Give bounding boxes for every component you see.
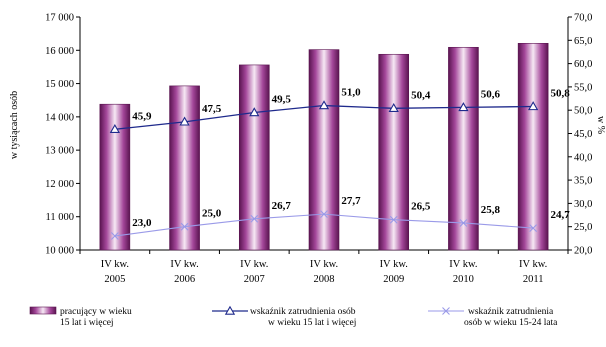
bar xyxy=(169,85,200,251)
data-label-employment-15-24: 24,7 xyxy=(551,209,571,221)
point-employment-15-24 xyxy=(250,214,259,223)
bar xyxy=(448,46,479,251)
legend-label-line-15-24: wskaźnik zatrudnienia osób w wieku 15-24 … xyxy=(464,307,558,328)
legend-label-line-15plus: wskaźnik zatrudnienia osób w wieku 15 lat… xyxy=(250,307,356,328)
y-left-tick-label: 11 000 xyxy=(46,212,75,223)
data-label-employment-15plus: 50,8 xyxy=(551,87,571,99)
y-axis-right-title: w % xyxy=(595,116,606,134)
legend-marker-triangle xyxy=(224,305,236,315)
data-labels: 45,9 47,5 49,5 51,0 50,4 50,6 50,8 23,0 25,0 26,7… xyxy=(132,87,570,229)
line-series xyxy=(109,100,539,240)
y-right-tick-label: 60,0 xyxy=(574,59,592,70)
legend-swatch-bar xyxy=(29,306,57,315)
bar xyxy=(378,53,410,251)
y-left-tick-label: 15 000 xyxy=(45,79,74,90)
bar xyxy=(308,49,340,251)
axes: 10 000 11 000 12 000 13 000 14 000 15 000 16 0… xyxy=(45,13,592,286)
legend: pracujący w wieku 15 lat i więcej wskaźnik… xyxy=(29,305,558,328)
data-label-employment-15plus: 49,5 xyxy=(272,94,292,106)
x-tick-label: IV kw. 2005 xyxy=(101,259,129,285)
x-tick-label: IV kw. 2010 xyxy=(449,259,477,285)
x-tick-label: IV kw. 2007 xyxy=(240,259,268,285)
point-employment-15-24 xyxy=(180,222,189,231)
legend-marker-x xyxy=(442,307,450,315)
point-employment-15plus xyxy=(318,100,330,110)
data-label-employment-15-24: 26,7 xyxy=(272,200,292,212)
y-left-tick-label: 14 000 xyxy=(45,112,74,123)
y-axis-left-title: w tysiącach osób xyxy=(9,91,20,159)
point-employment-15-24 xyxy=(110,232,119,240)
data-label-employment-15plus: 50,6 xyxy=(481,88,501,100)
x-tick-label: IV kw. 2011 xyxy=(519,259,547,285)
y-right-tick-label: 70,0 xyxy=(574,13,592,24)
point-employment-15-24 xyxy=(529,224,538,232)
x-tick-label: IV kw. 2006 xyxy=(170,259,198,285)
y-left-tick-label: 10 000 xyxy=(45,246,74,257)
y-right-tick-label: 35,0 xyxy=(574,176,592,187)
data-label-employment-15plus: 51,0 xyxy=(341,87,361,99)
y-right-tick-label: 40,0 xyxy=(574,152,592,163)
data-label-employment-15plus: 50,4 xyxy=(411,89,431,101)
data-label-employment-15-24: 25,8 xyxy=(481,204,501,216)
data-label-employment-15-24: 26,5 xyxy=(411,201,431,213)
point-employment-15plus xyxy=(458,102,469,112)
y-left-tick-label: 13 000 xyxy=(45,146,74,157)
y-left-tick-label: 16 000 xyxy=(45,46,74,57)
legend-label-bar: pracujący w wieku 15 lat i więcej xyxy=(60,307,132,328)
y-right-tick-label: 65,0 xyxy=(574,36,592,47)
data-label-employment-15-24: 25,0 xyxy=(202,208,222,220)
data-label-employment-15-24: 27,7 xyxy=(341,195,361,207)
point-employment-15plus xyxy=(527,101,539,111)
data-label-employment-15plus: 45,9 xyxy=(132,110,152,122)
bar-series xyxy=(99,42,549,251)
point-employment-15-24 xyxy=(389,215,398,224)
point-employment-15plus xyxy=(179,116,190,126)
point-employment-15plus xyxy=(249,107,260,117)
point-employment-15plus xyxy=(388,103,399,113)
y-right-tick-label: 30,0 xyxy=(574,199,592,210)
data-label-employment-15-24: 23,0 xyxy=(132,217,152,229)
x-tick-label: IV kw. 2009 xyxy=(380,259,408,285)
point-employment-15-24 xyxy=(320,210,328,219)
data-label-employment-15plus: 47,5 xyxy=(202,103,222,115)
point-employment-15-24 xyxy=(459,219,468,227)
point-employment-15plus xyxy=(109,123,121,134)
bar xyxy=(238,64,270,251)
y-right-tick-label: 55,0 xyxy=(574,82,592,93)
y-right-tick-label: 50,0 xyxy=(574,106,592,117)
y-right-tick-label: 20,0 xyxy=(574,246,592,257)
y-left-tick-label: 12 000 xyxy=(45,179,74,190)
y-right-tick-label: 45,0 xyxy=(574,129,592,140)
x-tick-label: IV kw. 2008 xyxy=(310,259,338,285)
y-right-tick-label: 25,0 xyxy=(574,222,592,233)
y-left-tick-label: 17 000 xyxy=(45,13,74,24)
bar xyxy=(517,42,549,251)
